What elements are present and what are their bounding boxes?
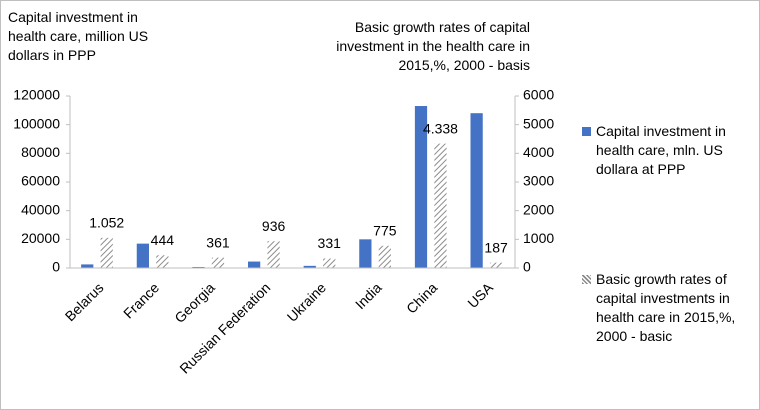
x-tick-label: China: [403, 279, 440, 316]
bar: [489, 262, 503, 268]
y2-axis-title: Basic growth rates of capital investment…: [336, 19, 530, 73]
y-tick-label: 20000: [21, 230, 60, 246]
y2-tick-label: 1000: [523, 230, 554, 246]
bar: [323, 258, 336, 268]
bar: [303, 265, 316, 268]
data-label: 187: [484, 239, 508, 255]
y2-tick-label: 2000: [523, 201, 554, 217]
y-tick-label: 0: [52, 259, 60, 275]
y-tick-label: 40000: [21, 201, 60, 217]
bar: [100, 237, 113, 268]
y-tick-label: 60000: [21, 173, 60, 189]
legend-label: Capital investment in health care, mln. …: [596, 123, 726, 177]
bar: [192, 266, 205, 268]
x-tick-label: India: [352, 279, 385, 312]
y2-tick-label: 6000: [523, 87, 554, 103]
y-tick-label: 100000: [13, 115, 60, 131]
bar: [470, 113, 483, 268]
legend-swatch: [582, 127, 591, 136]
x-tick-label: Belarus: [62, 279, 107, 324]
bar: [211, 257, 225, 268]
bar: [267, 241, 280, 268]
bar: [81, 264, 94, 268]
x-tick-label: France: [120, 279, 162, 321]
data-label: 936: [262, 218, 286, 234]
data-label: 444: [151, 232, 175, 248]
y2-tick-label: 4000: [523, 144, 554, 160]
x-tick-label: Ukraine: [284, 279, 330, 325]
x-tick-label: USA: [464, 279, 496, 311]
y2-tick-label: 5000: [523, 115, 554, 131]
x-tick-label: Georgia: [171, 279, 218, 326]
y-tick-label: 120000: [13, 87, 60, 103]
bar: [359, 239, 372, 268]
data-label: 361: [206, 234, 230, 250]
data-label: 4.338: [423, 120, 458, 136]
legend-label: Basic growth rates of capital investment…: [596, 271, 736, 344]
data-label: 775: [373, 222, 397, 238]
bar: [378, 245, 391, 268]
bar: [136, 243, 149, 268]
data-label: 331: [318, 235, 342, 251]
bar: [414, 106, 428, 269]
bar: [156, 255, 169, 268]
bar: [248, 261, 261, 268]
bar: [434, 143, 447, 268]
y2-tick-label: 3000: [523, 173, 554, 189]
data-label: 1.052: [89, 215, 124, 231]
y2-tick-label: 0: [523, 259, 531, 275]
y-axis-title: Capital investment in health care, milli…: [8, 9, 149, 63]
legend-swatch: [582, 275, 591, 284]
y-tick-label: 80000: [21, 144, 60, 160]
